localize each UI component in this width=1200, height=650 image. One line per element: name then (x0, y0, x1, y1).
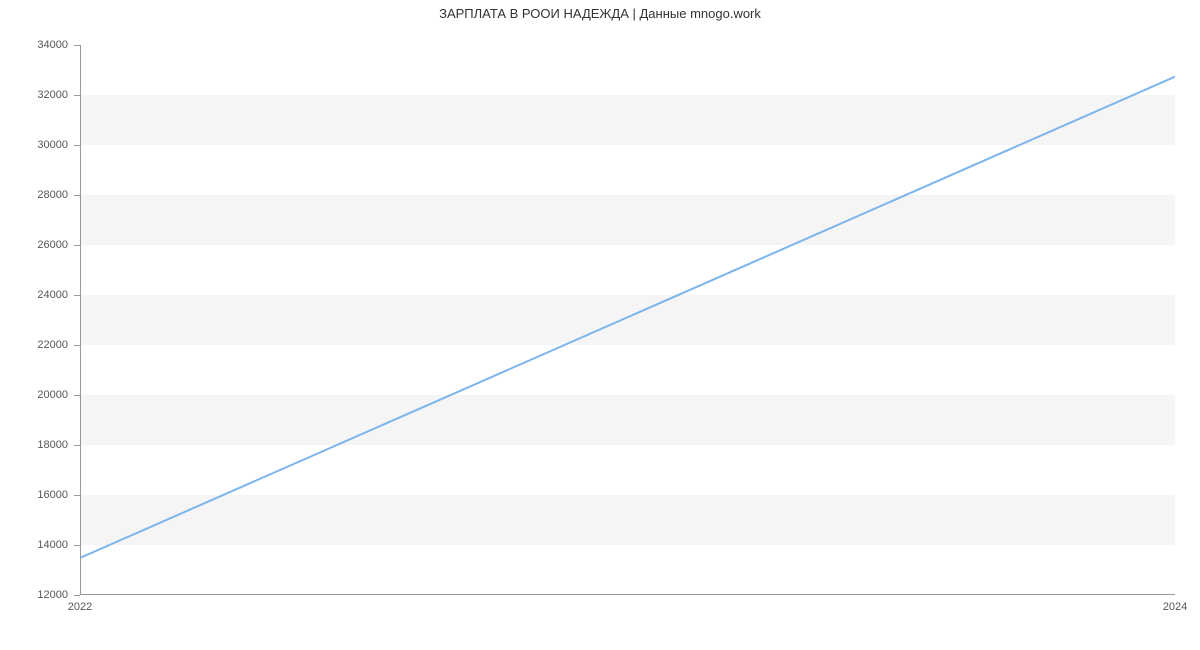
y-tick-label: 18000 (0, 439, 68, 451)
y-tick-label: 16000 (0, 489, 68, 501)
y-tick-mark (74, 345, 80, 346)
y-tick-label: 30000 (0, 139, 68, 151)
salary-line-chart: ЗАРПЛАТА В РООИ НАДЕЖДА | Данные mnogo.w… (0, 0, 1200, 650)
y-tick-mark (74, 545, 80, 546)
y-tick-label: 12000 (0, 589, 68, 601)
series-layer (81, 45, 1175, 595)
plot-area (80, 45, 1175, 595)
y-tick-label: 32000 (0, 89, 68, 101)
x-tick-label: 2022 (68, 601, 92, 613)
chart-title: ЗАРПЛАТА В РООИ НАДЕЖДА | Данные mnogo.w… (0, 6, 1200, 21)
y-tick-label: 24000 (0, 289, 68, 301)
y-tick-mark (74, 295, 80, 296)
y-tick-mark (74, 45, 80, 46)
y-tick-mark (74, 495, 80, 496)
y-tick-label: 26000 (0, 239, 68, 251)
y-tick-label: 20000 (0, 389, 68, 401)
y-tick-label: 22000 (0, 339, 68, 351)
y-tick-mark (74, 95, 80, 96)
y-tick-mark (74, 245, 80, 246)
y-tick-mark (74, 395, 80, 396)
y-tick-label: 34000 (0, 39, 68, 51)
y-tick-mark (74, 595, 80, 596)
y-tick-mark (74, 445, 80, 446)
y-tick-label: 14000 (0, 539, 68, 551)
y-tick-mark (74, 145, 80, 146)
y-tick-label: 28000 (0, 189, 68, 201)
y-tick-mark (74, 195, 80, 196)
x-tick-label: 2024 (1163, 601, 1187, 613)
series-line-salary (81, 76, 1175, 557)
